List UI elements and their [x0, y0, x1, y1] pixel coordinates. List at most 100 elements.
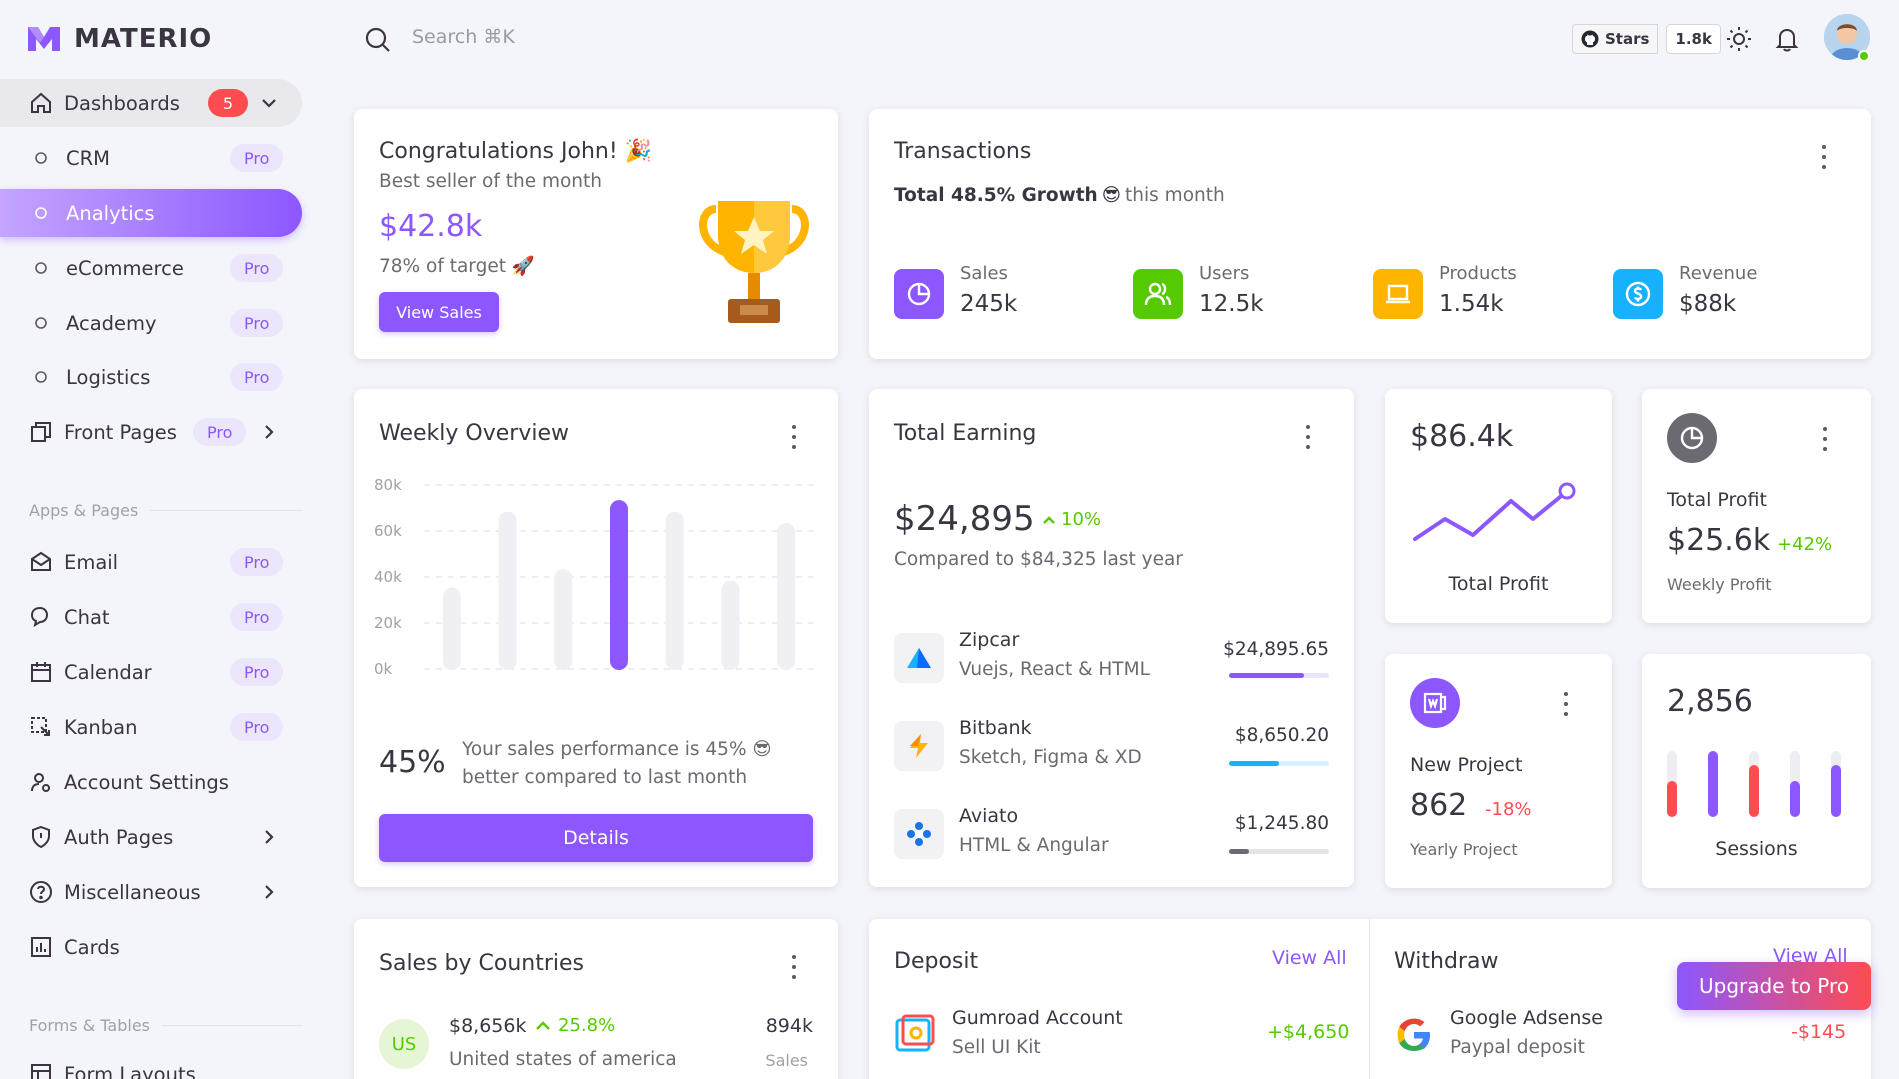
user-gear-icon — [28, 769, 54, 795]
search-icon[interactable] — [364, 26, 392, 59]
earning-title: Total Earning — [894, 421, 1037, 446]
sidebar-item-crm[interactable]: CRM Pro — [0, 134, 302, 182]
sidebar-item-account-settings[interactable]: Account Settings — [0, 758, 302, 806]
sidebar-item-email[interactable]: Email Pro — [0, 538, 302, 586]
pro-badge: Pro — [193, 418, 247, 446]
y-tick-label: 80k — [374, 479, 402, 494]
section-label: Forms & Tables — [29, 1016, 150, 1035]
sidebar-item-analytics[interactable]: Analytics — [0, 189, 302, 237]
sessions-label: Sessions — [1715, 838, 1798, 860]
new-project-growth: -18% — [1485, 799, 1532, 820]
sidebar-item-calendar[interactable]: Calendar Pro — [0, 648, 302, 696]
kebab-menu-icon[interactable] — [791, 425, 797, 449]
kebab-menu-icon[interactable] — [1305, 425, 1311, 449]
new-project-value: 862 — [1410, 788, 1468, 823]
deposit-row-amount: +$4,650 — [1267, 1021, 1350, 1043]
weekly-overview-card: Weekly Overview 80k 60k 40k 20k 0k 45% Your … — [354, 389, 838, 887]
sidebar-item-ecommerce[interactable]: eCommerce Pro — [0, 244, 302, 292]
chevron-right-icon — [258, 421, 280, 443]
new-project-label: New Project — [1410, 754, 1523, 776]
aviato-sub: HTML & Angular — [959, 835, 1109, 856]
kebab-menu-icon[interactable] — [1821, 145, 1827, 169]
kebab-menu-icon[interactable] — [791, 955, 797, 979]
search-input[interactable]: Search ⌘K — [412, 26, 515, 48]
circle-icon — [34, 370, 48, 384]
calendar-icon — [28, 659, 54, 685]
total-profit-weekly-card: Total Profit $25.6k +42% Weekly Profit — [1642, 389, 1871, 623]
sidebar-item-dashboards[interactable]: Dashboards 5 — [0, 79, 302, 127]
withdraw-row-name: Google Adsense — [1450, 1007, 1603, 1029]
circle-icon — [34, 206, 48, 220]
sessions-value: 2,856 — [1667, 684, 1753, 719]
sidebar-item-auth-pages[interactable]: Auth Pages — [0, 813, 302, 861]
pie-chart-icon — [1667, 413, 1717, 463]
weekly-title: Weekly Overview — [379, 421, 569, 446]
weekly-percent: 45% — [379, 745, 446, 780]
sidebar-item-cards[interactable]: Cards — [0, 923, 302, 971]
app-logo[interactable]: MATERIO — [26, 24, 212, 54]
deposit-view-all-link[interactable]: View All — [1272, 947, 1347, 969]
profit-weekly-growth: +42% — [1777, 534, 1833, 555]
sidebar-item-label: Kanban — [64, 715, 138, 739]
y-tick-label: 40k — [374, 568, 402, 586]
topbar: Search ⌘K Stars 1.8k — [360, 14, 1880, 66]
chevron-down-icon — [258, 92, 280, 114]
sidebar-item-label: Chat — [64, 605, 110, 629]
users-stat-value: 12.5k — [1199, 291, 1264, 317]
profit-line-value: $86.4k — [1410, 419, 1514, 454]
sidebar-item-front-pages[interactable]: Front Pages Pro — [0, 408, 302, 456]
total-earning-card: Total Earning $24,895 10% Compared to $8… — [869, 389, 1354, 887]
sales-stat-label: Sales — [960, 263, 1008, 284]
gumroad-icon — [895, 1014, 935, 1052]
avatar[interactable] — [1824, 14, 1870, 60]
github-stars-button[interactable]: Stars — [1572, 24, 1659, 54]
sessions-bar-chart — [1667, 751, 1841, 817]
bitbank-name: Bitbank — [959, 717, 1032, 739]
chat-icon — [28, 604, 54, 630]
circle-icon — [34, 261, 48, 275]
aviato-icon — [894, 809, 944, 859]
github-count[interactable]: 1.8k — [1666, 24, 1721, 54]
country-growth: 25.8% — [534, 1015, 615, 1036]
section-forms-tables: Forms & Tables — [29, 1016, 303, 1035]
sidebar-item-miscellaneous[interactable]: Miscellaneous — [0, 868, 302, 916]
revenue-stat-value: $88k — [1679, 291, 1737, 317]
bitbank-amount: $8,650.20 — [1234, 725, 1329, 746]
zipcar-progress-fill — [1229, 673, 1304, 678]
sidebar-item-form-layouts[interactable]: Form Layouts — [0, 1050, 302, 1079]
sidebar: MATERIO Dashboards 5 CRM Pro Analytics e… — [0, 0, 310, 1079]
trophy-icon — [699, 201, 809, 323]
country-sales-label: Sales — [765, 1051, 808, 1070]
github-stars[interactable]: Stars 1.8k — [1572, 24, 1721, 54]
sidebar-item-label: Form Layouts — [64, 1062, 196, 1079]
sidebar-item-logistics[interactable]: Logistics Pro — [0, 353, 302, 401]
bitbank-icon — [894, 721, 944, 771]
sidebar-item-kanban[interactable]: Kanban Pro — [0, 703, 302, 751]
sun-icon[interactable] — [1724, 24, 1754, 54]
sidebar-item-label: Email — [64, 550, 119, 574]
home-icon — [28, 90, 54, 116]
bell-icon[interactable] — [1772, 24, 1802, 54]
country-growth-value: 25.8% — [558, 1015, 616, 1036]
kebab-menu-icon[interactable] — [1822, 427, 1828, 451]
sidebar-item-chat[interactable]: Chat Pro — [0, 593, 302, 641]
sales-by-countries-card: Sales by Countries US $8,656k 25.8% Unit… — [354, 919, 838, 1079]
sidebar-item-label: Account Settings — [64, 770, 229, 794]
cards-icon — [28, 934, 54, 960]
kebab-menu-icon[interactable] — [1563, 692, 1569, 716]
pro-badge: Pro — [230, 603, 284, 631]
view-sales-button[interactable]: View Sales — [379, 292, 499, 332]
circle-icon — [34, 151, 48, 165]
details-button[interactable]: Details — [379, 814, 813, 862]
sidebar-item-academy[interactable]: Academy Pro — [0, 299, 302, 347]
users-stat-label: Users — [1199, 263, 1250, 284]
pro-badge: Pro — [230, 548, 284, 576]
materio-logo-icon — [28, 27, 60, 51]
chevron-right-icon — [258, 881, 280, 903]
upgrade-to-pro-button[interactable]: Upgrade to Pro — [1677, 962, 1871, 1010]
withdraw-view-all-link[interactable]: View All — [1773, 945, 1848, 967]
congrats-amount: $42.8k — [379, 209, 483, 244]
aviato-progress-fill — [1229, 849, 1249, 854]
country-code-avatar: US — [379, 1019, 429, 1069]
products-stat-label: Products — [1439, 263, 1517, 284]
